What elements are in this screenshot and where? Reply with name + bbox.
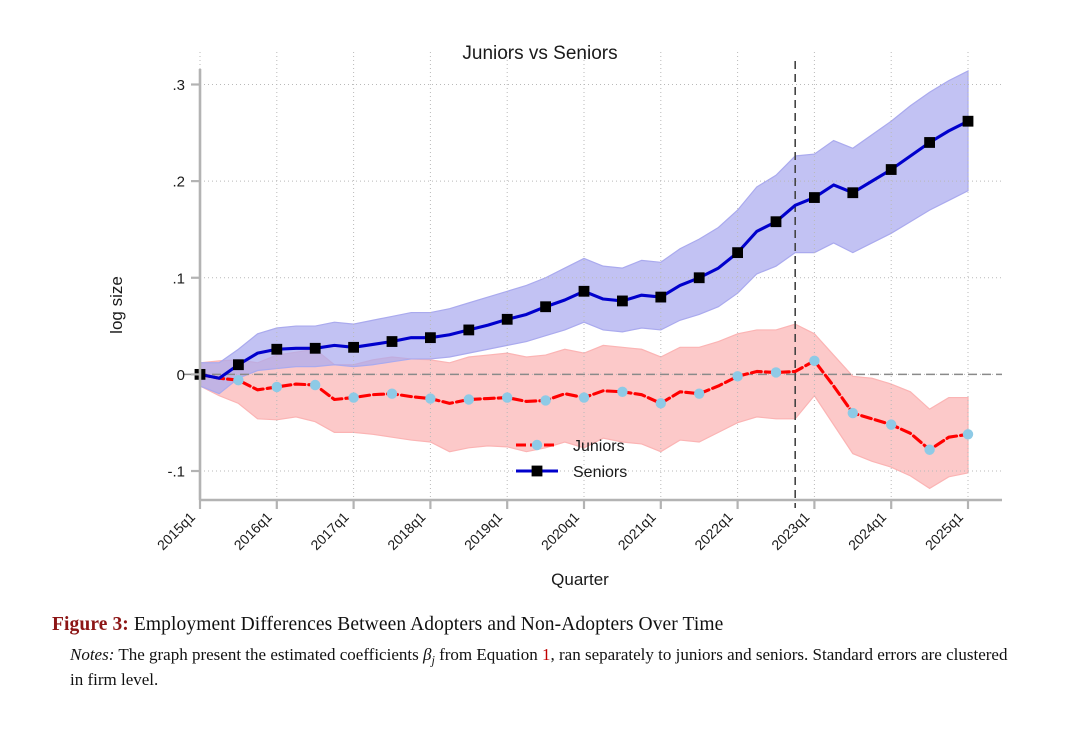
- notes-text-part1: The graph present the estimated coeffici…: [114, 645, 423, 665]
- marker-seniors: [924, 137, 935, 148]
- beta-symbol: βj: [422, 645, 435, 667]
- marker-juniors: [540, 395, 551, 406]
- marker-seniors: [809, 192, 820, 203]
- x-tick-label: 2015q1: [154, 509, 198, 553]
- marker-seniors: [348, 341, 359, 353]
- equation-reference-link[interactable]: 1: [542, 645, 551, 665]
- chart-svg: -.1 0 .1 .2 .3 2015q1 2016q1 2017q1 2018q1 2019q…: [107, 43, 1002, 589]
- x-axis-ticks: 2015q1 2016q1 2017q1 2018q1 2019q1 2020q1 2021…: [154, 500, 970, 553]
- marker-juniors: [502, 392, 513, 403]
- y-axis-title: log size: [107, 276, 126, 334]
- notes-text-part3: , ran separately to juniors and seniors.…: [70, 645, 1008, 689]
- y-tick-label: -.1: [167, 464, 185, 481]
- axes: [198, 69, 1002, 502]
- marker-seniors: [770, 216, 782, 228]
- notes-text-part2: from Equation: [434, 645, 543, 665]
- caption-figure-label: Figure 3:: [52, 614, 129, 635]
- x-tick-label: 2019q1: [461, 509, 505, 553]
- x-tick-label: 2024q1: [845, 509, 889, 553]
- x-tick-label: 2016q1: [231, 509, 275, 553]
- chart-title: Juniors vs Seniors: [462, 43, 617, 64]
- marker-seniors: [693, 272, 705, 284]
- marker-seniors: [271, 343, 283, 355]
- x-axis-title: Quarter: [551, 570, 609, 589]
- marker-juniors: [924, 444, 935, 455]
- marker-seniors: [847, 187, 859, 199]
- marker-juniors: [809, 355, 820, 367]
- figure-caption: Figure 3: Employment Differences Between…: [52, 612, 1042, 691]
- marker-seniors: [233, 359, 244, 371]
- marker-juniors: [310, 379, 321, 391]
- grid-lines: [199, 52, 1002, 500]
- chart-legend: Juniors Seniors: [516, 438, 627, 481]
- marker-seniors: [962, 115, 974, 127]
- y-axis-ticks: -.1 0 .1 .2 .3: [167, 77, 200, 481]
- chart-figure: -.1 0 .1 .2 .3 2015q1 2016q1 2017q1 2018q1 2019q…: [107, 43, 1002, 589]
- confidence-bands: [199, 69, 969, 490]
- y-tick-label: .1: [172, 270, 185, 287]
- marker-juniors: [271, 381, 282, 393]
- marker-juniors: [617, 386, 628, 397]
- marker-juniors: [770, 367, 782, 378]
- x-tick-label: 2025q1: [922, 509, 966, 553]
- marker-juniors: [578, 392, 590, 403]
- x-tick-label: 2022q1: [691, 509, 735, 553]
- beta-glyph: β: [422, 645, 432, 665]
- marker-seniors: [655, 291, 667, 303]
- notes-label: Notes:: [70, 645, 115, 665]
- legend-marker-seniors: [531, 465, 543, 477]
- marker-seniors: [425, 332, 436, 344]
- x-tick-label: 2021q1: [615, 509, 659, 553]
- legend-label-seniors: Seniors: [573, 464, 627, 481]
- caption-notes: Notes: The graph present the estimated c…: [70, 644, 1020, 691]
- x-tick-label: 2018q1: [384, 509, 428, 553]
- caption-title-line: Figure 3: Employment Differences Between…: [52, 612, 1042, 637]
- marker-juniors: [425, 393, 436, 404]
- marker-seniors: [386, 336, 398, 347]
- marker-seniors: [309, 342, 321, 354]
- x-tick-label: 2017q1: [307, 509, 351, 553]
- marker-seniors: [578, 285, 590, 297]
- marker-juniors: [386, 388, 398, 399]
- legend-label-juniors: Juniors: [573, 438, 625, 455]
- marker-seniors: [463, 324, 475, 336]
- marker-seniors: [501, 313, 513, 325]
- marker-juniors: [886, 419, 897, 430]
- x-tick-label: 2023q1: [768, 509, 812, 553]
- legend-marker-juniors: [531, 439, 543, 451]
- marker-seniors: [732, 247, 743, 259]
- marker-juniors: [233, 374, 244, 386]
- beta-subscript: j: [431, 653, 435, 668]
- marker-juniors: [655, 398, 666, 409]
- y-tick-label: 0: [177, 367, 185, 384]
- x-tick-label: 2020q1: [538, 509, 582, 553]
- y-tick-label: .3: [172, 77, 185, 94]
- marker-seniors: [540, 301, 551, 313]
- marker-juniors: [463, 394, 474, 405]
- marker-juniors: [694, 388, 705, 399]
- marker-juniors: [962, 429, 974, 440]
- marker-juniors: [348, 392, 359, 403]
- marker-seniors: [617, 295, 628, 307]
- caption-title-text: Employment Differences Between Adopters …: [128, 614, 724, 635]
- marker-juniors: [732, 371, 743, 382]
- marker-juniors: [847, 407, 858, 419]
- marker-seniors: [885, 164, 897, 175]
- y-tick-label: .2: [172, 174, 185, 191]
